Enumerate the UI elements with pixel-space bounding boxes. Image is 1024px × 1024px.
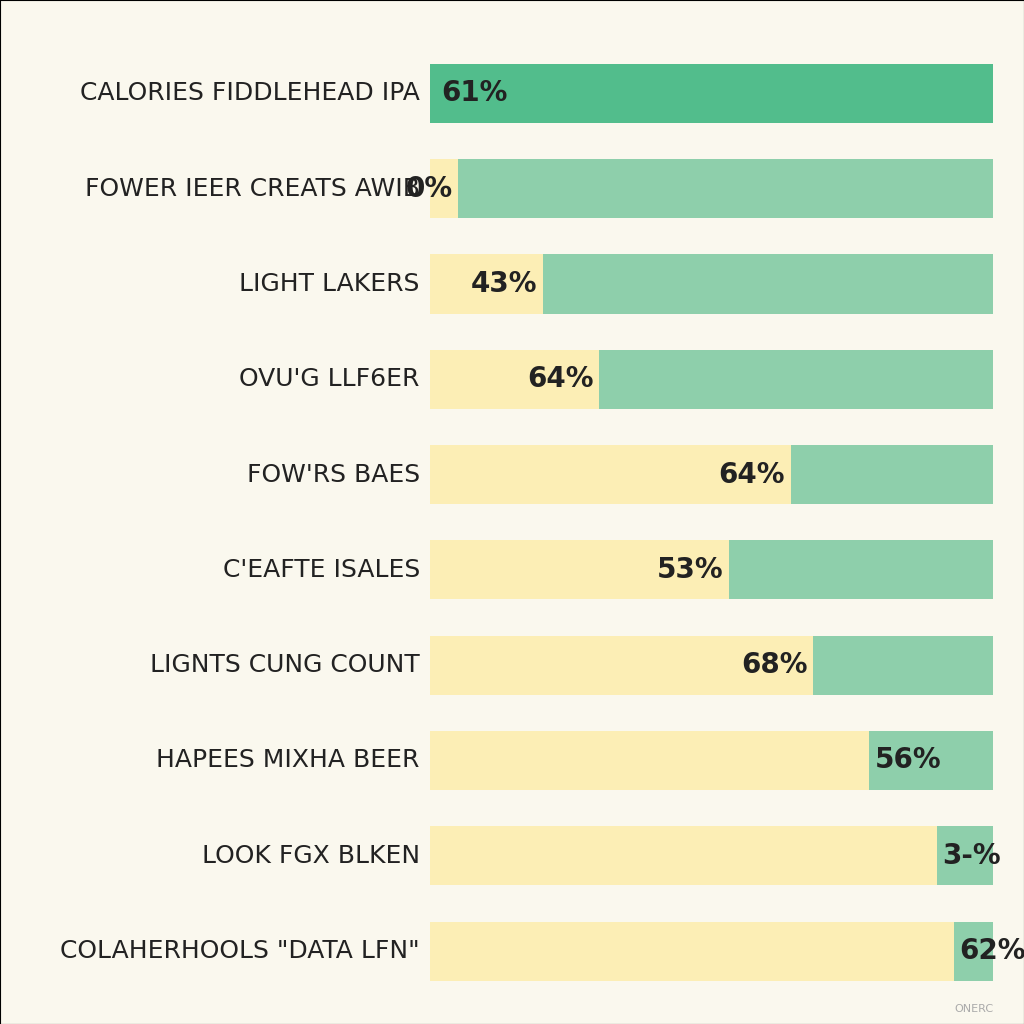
- Text: 53%: 53%: [656, 556, 723, 584]
- Bar: [869, 731, 993, 791]
- Text: 0%: 0%: [406, 175, 453, 203]
- Bar: [729, 541, 993, 599]
- Text: 61%: 61%: [441, 80, 508, 108]
- Bar: [430, 636, 813, 694]
- Bar: [430, 445, 791, 504]
- Text: LIGHT LAKERS: LIGHT LAKERS: [240, 272, 420, 296]
- Bar: [954, 922, 993, 981]
- Bar: [543, 254, 993, 313]
- Bar: [813, 636, 993, 694]
- Bar: [430, 350, 599, 409]
- Bar: [430, 541, 729, 599]
- Text: 64%: 64%: [527, 366, 594, 393]
- Text: ONERC: ONERC: [954, 1004, 993, 1014]
- Text: 64%: 64%: [719, 461, 784, 488]
- Text: LOOK FGX BLKEN: LOOK FGX BLKEN: [202, 844, 420, 867]
- Text: C'EAFTE ISALES: C'EAFTE ISALES: [222, 558, 420, 582]
- Bar: [937, 826, 993, 886]
- Text: OVU'G LLF6ER: OVU'G LLF6ER: [240, 368, 420, 391]
- Bar: [791, 445, 993, 504]
- Bar: [430, 826, 937, 886]
- Text: 62%: 62%: [959, 937, 1024, 965]
- Bar: [430, 922, 954, 981]
- Text: FOWER IEER CREATS AWIB: FOWER IEER CREATS AWIB: [85, 177, 420, 201]
- Bar: [430, 63, 993, 123]
- Text: 68%: 68%: [741, 651, 807, 679]
- Text: LIGNTS CUNG COUNT: LIGNTS CUNG COUNT: [151, 653, 420, 677]
- Text: CALORIES FIDDLEHEAD IPA: CALORIES FIDDLEHEAD IPA: [80, 81, 420, 105]
- Text: COLAHERHOOLS "DATA LFN": COLAHERHOOLS "DATA LFN": [60, 939, 420, 964]
- Text: FOW'RS BAES: FOW'RS BAES: [247, 463, 420, 486]
- Text: 43%: 43%: [471, 270, 537, 298]
- Text: 56%: 56%: [874, 746, 942, 774]
- Bar: [599, 350, 993, 409]
- Bar: [430, 254, 543, 313]
- Bar: [459, 159, 993, 218]
- Bar: [430, 731, 869, 791]
- Text: 3-%: 3-%: [943, 842, 1001, 869]
- Bar: [430, 159, 459, 218]
- Text: HAPEES MIXHA BEER: HAPEES MIXHA BEER: [157, 749, 420, 772]
